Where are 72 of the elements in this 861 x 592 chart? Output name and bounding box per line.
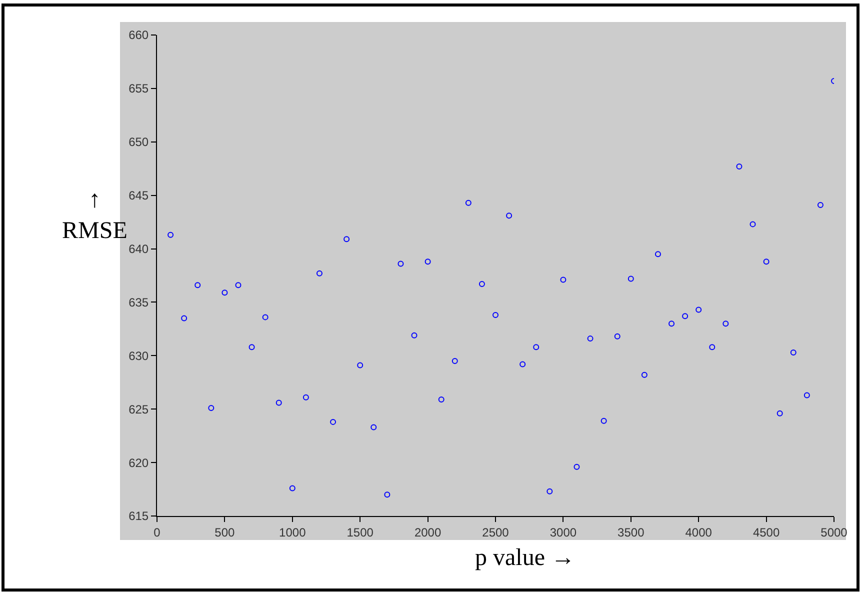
point [384,492,390,498]
point [763,258,770,265]
point [194,282,201,288]
x-tick-label: 2500 [482,525,510,540]
point [465,200,472,206]
point [478,281,485,288]
y-tick-label: 635 [128,295,149,310]
x-tick-label: 1000 [279,525,306,540]
y-tick-label: 625 [128,402,149,416]
point [804,392,810,398]
point [614,333,620,340]
point [668,320,675,327]
point [682,313,688,320]
y-tick-label: 660 [128,28,149,42]
point [709,344,716,350]
x-tick-label: 0 [154,525,161,540]
point [790,349,796,356]
point [181,315,188,322]
point [587,336,594,342]
point [628,276,634,282]
point [560,276,566,283]
point [222,290,228,296]
point [722,320,729,327]
point [452,358,458,364]
x-tick-label: 4500 [752,525,780,540]
point [438,396,444,402]
y-tick-label: 645 [128,188,149,203]
point [302,394,309,400]
x-axis-title: p value → [475,545,575,571]
x-tick-label: 3000 [550,525,577,540]
y-axis-title: ↑ RMSE [62,187,128,244]
point [370,424,377,430]
point [817,202,824,208]
point [750,221,756,228]
point [289,485,296,492]
point [574,464,580,470]
point [506,212,512,219]
x-tick-label: 1500 [346,525,374,540]
point [262,314,268,320]
point [168,232,174,238]
point [424,258,431,265]
point [235,282,242,288]
x-tick-label: 4000 [685,525,712,540]
y-tick-label: 655 [128,82,149,96]
x-tick-label: 3500 [618,525,645,540]
x-tick-label: 2000 [414,525,442,540]
y-tick-label: 640 [128,242,149,256]
x-tick-label: 500 [214,525,236,540]
point [546,488,553,494]
point [411,332,418,338]
point [520,361,526,368]
point [492,312,498,318]
point [600,418,607,424]
point [641,372,648,378]
point [654,251,661,258]
y-tick-label: 615 [128,509,149,524]
point [357,362,364,368]
point [208,405,214,412]
point [276,400,282,406]
y-tick-label: 620 [128,456,149,470]
y-tick-label: 650 [128,135,149,150]
point [736,163,742,170]
point [398,260,404,267]
point [248,344,255,350]
point [696,306,702,313]
point [316,270,322,276]
x-tick-label: 5000 [820,525,848,540]
y-tick-label: 630 [128,348,149,363]
point [533,344,540,350]
point [776,410,783,416]
point [330,418,336,425]
point [344,236,350,242]
